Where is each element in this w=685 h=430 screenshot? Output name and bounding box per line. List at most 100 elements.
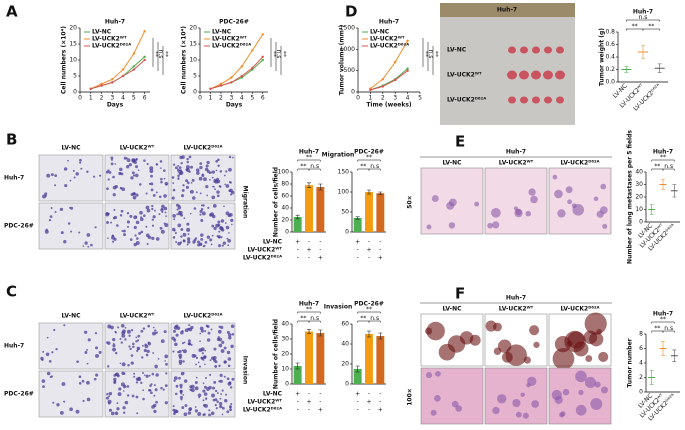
condition-mark: - [297, 255, 299, 262]
stained-cell [221, 413, 224, 416]
stained-cell [219, 397, 222, 400]
stained-cell [145, 353, 149, 357]
y-tick-label: 40 [281, 205, 289, 212]
stained-cell [210, 328, 213, 331]
condition-mark: - [357, 407, 359, 414]
condition-mark: - [297, 399, 299, 406]
stained-cell [229, 406, 232, 409]
stained-cell [205, 164, 209, 168]
stained-cell [120, 382, 125, 387]
significance-label: n.s [370, 163, 379, 170]
tissue-feature [528, 188, 536, 196]
stained-cell [197, 243, 201, 247]
tissue-feature [578, 389, 584, 396]
stained-cell [138, 231, 142, 235]
micrograph [38, 322, 104, 370]
stained-cell [182, 184, 185, 187]
error-bar [641, 45, 645, 59]
stained-cell [229, 408, 233, 412]
y-tick-label: 0 [73, 89, 77, 96]
significance-label: ** [306, 306, 312, 313]
stained-cell [123, 411, 126, 414]
stained-cell [134, 173, 139, 178]
condition-label: LV-NC [263, 391, 283, 398]
stained-cell [212, 204, 217, 208]
stained-cell [134, 234, 137, 237]
stained-cell [185, 179, 189, 183]
stained-cell [200, 208, 204, 211]
y-axis-label: Tumor volume (mm³) [339, 24, 346, 95]
stained-cell [118, 387, 122, 391]
stained-cell [154, 209, 156, 212]
stained-cell [188, 339, 191, 343]
y-tick-label: 0.8 [605, 29, 615, 36]
y-axis-label: Number of cells/field [273, 167, 280, 237]
stained-cell [86, 362, 89, 365]
stained-cell [69, 179, 72, 182]
tissue-feature [596, 328, 602, 335]
stained-cell [116, 224, 119, 227]
stained-cell [53, 328, 56, 332]
stained-cell [63, 324, 66, 327]
stained-cell [75, 409, 80, 414]
stained-cell [220, 236, 223, 239]
stained-cell [186, 222, 190, 226]
stained-cell [90, 243, 93, 247]
stained-cell [213, 347, 217, 351]
stained-cell [82, 399, 85, 403]
stained-cell [199, 332, 202, 335]
stained-cell [179, 155, 183, 160]
stained-cell [69, 407, 73, 412]
significance-bracket [651, 159, 675, 162]
stained-cell [151, 218, 154, 221]
tumor [532, 46, 540, 54]
significance-label: n.s [310, 315, 319, 322]
stained-cell [179, 362, 182, 365]
stained-cell [223, 360, 227, 364]
stained-cell [201, 211, 206, 216]
stained-cell [200, 356, 203, 360]
stained-cell [152, 193, 156, 197]
stained-cell [201, 352, 204, 355]
stained-cell [48, 360, 52, 363]
tumor [519, 70, 529, 80]
stained-cell [154, 364, 158, 369]
stained-cell [64, 184, 68, 188]
point [394, 78, 397, 82]
stained-cell [230, 344, 234, 349]
stained-cell [207, 331, 211, 335]
stained-cell [135, 340, 138, 343]
stained-cell [59, 207, 64, 212]
stained-cell [122, 390, 125, 392]
tissue-feature [593, 196, 599, 202]
condition-mark: - [297, 247, 299, 254]
significance-bracket [357, 311, 381, 314]
bar [353, 218, 362, 232]
bar [365, 334, 373, 384]
stained-cell [190, 181, 193, 184]
stained-cell [204, 167, 209, 172]
condition-label: LV-UCK2ᴰ⁶²ᴬ [243, 255, 282, 262]
stained-cell [213, 226, 217, 231]
stained-cell [212, 398, 216, 402]
stained-cell [134, 165, 139, 169]
stained-cell [142, 397, 145, 401]
y-axis-label: Tumor weight (g) [599, 28, 606, 86]
tissue-feature [438, 343, 456, 361]
stained-cell [165, 215, 167, 217]
stained-cell [174, 342, 178, 347]
stained-cell [193, 207, 197, 210]
stained-cell [135, 377, 140, 381]
stained-cell [179, 389, 183, 393]
condition-mark: - [308, 391, 310, 398]
stained-cell [179, 395, 183, 399]
stained-cell [218, 343, 223, 348]
x-tick-label: 2 [381, 95, 385, 102]
tissue-feature [520, 392, 525, 397]
stained-cell [80, 167, 83, 170]
stained-cell [112, 193, 116, 197]
x-tick-label: 1 [368, 95, 372, 102]
tumor [543, 70, 553, 80]
significance-label: n.s [310, 163, 319, 170]
stained-cell [217, 223, 221, 227]
